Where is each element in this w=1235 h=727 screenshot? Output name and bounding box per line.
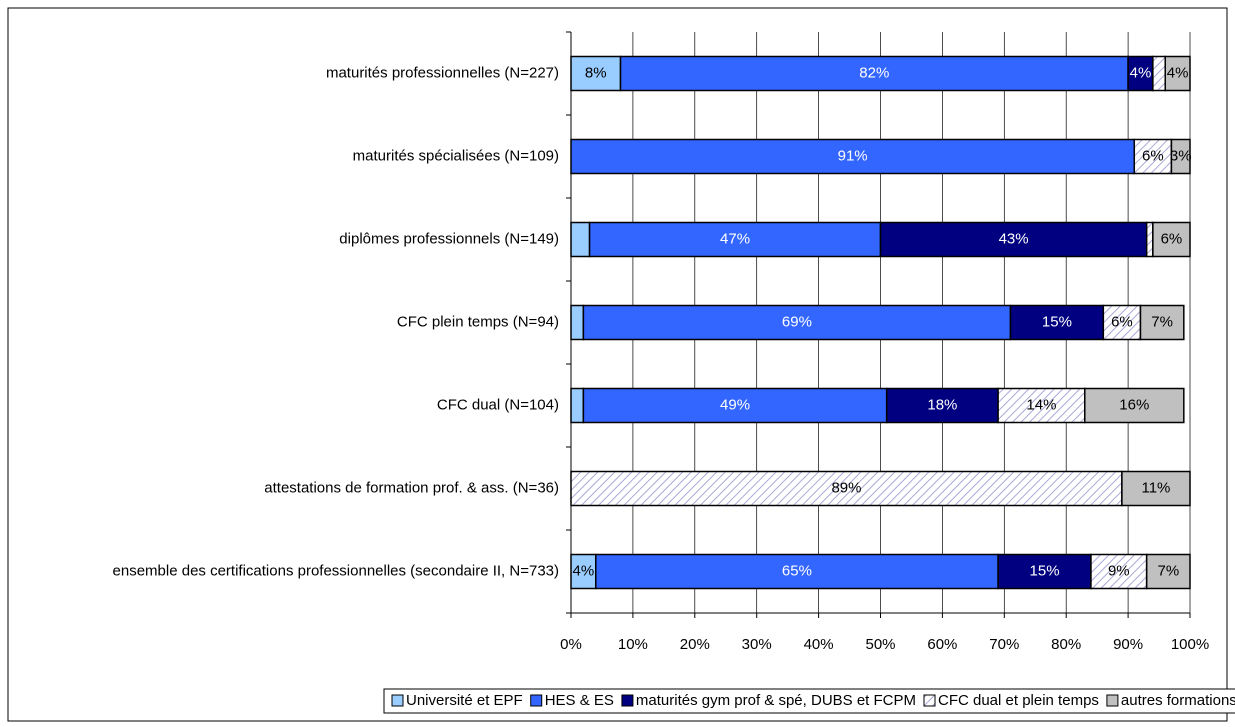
legend-swatch bbox=[391, 694, 404, 707]
bar-segment bbox=[1139, 304, 1185, 341]
y-tick-label: maturités spécialisées (N=109) bbox=[353, 147, 559, 164]
x-tick-label: 80% bbox=[1051, 636, 1081, 653]
legend-label: maturités gym prof & spé, DUBS et FCPM bbox=[636, 692, 916, 709]
data-label: 43% bbox=[999, 230, 1029, 247]
x-tick-label: 20% bbox=[680, 636, 710, 653]
bar-segment bbox=[1145, 553, 1191, 590]
legend-label: CFC dual et plein temps bbox=[938, 692, 1099, 709]
data-label: 3% bbox=[1170, 147, 1192, 164]
data-label: 69% bbox=[782, 313, 812, 330]
data-label: 82% bbox=[859, 64, 889, 81]
bar-segment bbox=[1152, 55, 1166, 92]
bar-segment bbox=[570, 55, 622, 92]
bar-segment bbox=[997, 387, 1086, 424]
data-label: 8% bbox=[585, 64, 607, 81]
data-label: 65% bbox=[782, 562, 812, 579]
bar-segment bbox=[570, 304, 585, 341]
bar-segment bbox=[1145, 221, 1154, 258]
legend-swatch bbox=[1106, 694, 1119, 707]
data-label: 7% bbox=[1157, 562, 1179, 579]
bar-segment bbox=[570, 553, 597, 590]
bar-segment bbox=[1127, 55, 1154, 92]
data-label: 14% bbox=[1026, 396, 1056, 413]
data-label: 47% bbox=[720, 230, 750, 247]
data-label: 91% bbox=[838, 147, 868, 164]
data-label: 6% bbox=[1142, 147, 1164, 164]
bar-segment bbox=[570, 470, 1123, 507]
legend-box bbox=[383, 688, 1235, 714]
legend-swatch bbox=[621, 694, 634, 707]
x-tick-label: 60% bbox=[927, 636, 957, 653]
data-label: 18% bbox=[927, 396, 957, 413]
bar-segment bbox=[570, 221, 591, 258]
bar-segment bbox=[619, 55, 1129, 92]
x-tick-label: 10% bbox=[618, 636, 648, 653]
bar-segment bbox=[1084, 387, 1185, 424]
bar-segment bbox=[1133, 138, 1173, 175]
x-tick-label: 70% bbox=[989, 636, 1019, 653]
y-tick-label: maturités professionnelles (N=227) bbox=[326, 64, 559, 81]
data-label: 4% bbox=[1130, 64, 1152, 81]
bar-segment bbox=[1102, 304, 1142, 341]
data-label: 7% bbox=[1151, 313, 1173, 330]
bar-segment bbox=[570, 387, 585, 424]
bar-segment bbox=[1152, 221, 1191, 258]
data-label: 6% bbox=[1161, 230, 1183, 247]
x-tick-label: 100% bbox=[1171, 636, 1209, 653]
bar-segment bbox=[582, 304, 1012, 341]
data-label: 16% bbox=[1119, 396, 1149, 413]
bar-segment bbox=[588, 221, 882, 258]
bar-segment bbox=[885, 387, 999, 424]
data-label: 9% bbox=[1108, 562, 1130, 579]
legend-swatch bbox=[923, 694, 936, 707]
y-tick-label: CFC dual (N=104) bbox=[437, 396, 559, 413]
x-tick-label: 90% bbox=[1113, 636, 1143, 653]
data-label: 4% bbox=[573, 562, 595, 579]
data-label: 15% bbox=[1030, 562, 1060, 579]
bar-segment bbox=[1164, 55, 1191, 92]
data-label: 4% bbox=[1167, 64, 1189, 81]
x-tick-label: 30% bbox=[742, 636, 772, 653]
y-tick-label: diplômes professionnels (N=149) bbox=[339, 230, 559, 247]
bar-segment bbox=[1170, 138, 1191, 175]
chart-border bbox=[7, 7, 1228, 722]
data-label: 49% bbox=[720, 396, 750, 413]
data-label: 15% bbox=[1042, 313, 1072, 330]
data-label: 89% bbox=[831, 479, 861, 496]
data-label: 6% bbox=[1111, 313, 1133, 330]
y-tick-label: CFC plein temps (N=94) bbox=[397, 313, 559, 330]
bar-segment bbox=[1009, 304, 1105, 341]
x-tick-label: 0% bbox=[560, 636, 582, 653]
legend-swatch bbox=[530, 694, 543, 707]
y-tick-label: attestations de formation prof. & ass. (… bbox=[264, 479, 559, 496]
y-tick-label: ensemble des certifications professionne… bbox=[113, 562, 559, 579]
data-label: 11% bbox=[1141, 479, 1170, 496]
x-tick-label: 40% bbox=[804, 636, 834, 653]
bar-segment bbox=[570, 138, 1136, 175]
legend-label: Université et EPF bbox=[406, 692, 523, 709]
legend-label: autres formations bbox=[1121, 692, 1235, 709]
bar-segment bbox=[595, 553, 999, 590]
legend-label: HES & ES bbox=[545, 692, 614, 709]
x-tick-label: 50% bbox=[865, 636, 895, 653]
bar-segment bbox=[1121, 470, 1191, 507]
